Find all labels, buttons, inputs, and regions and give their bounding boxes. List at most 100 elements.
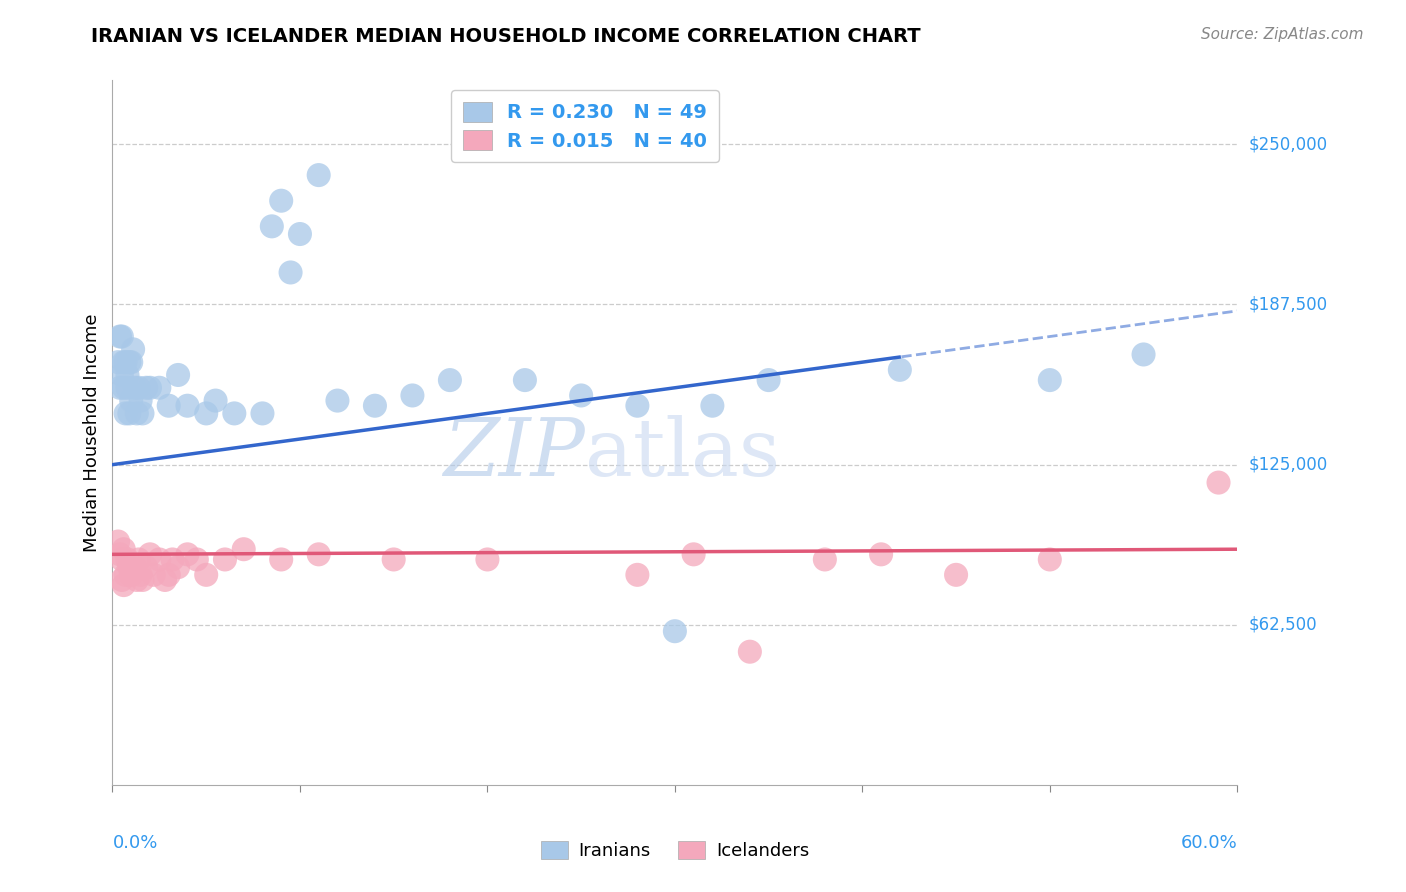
Point — [870, 547, 893, 561]
Point — [124, 560, 146, 574]
Point — [117, 368, 139, 382]
Point — [120, 567, 142, 582]
Point — [401, 388, 423, 402]
Point — [626, 567, 648, 582]
Legend: Iranians, Icelanders: Iranians, Icelanders — [533, 834, 817, 868]
Point — [125, 573, 148, 587]
Point — [252, 406, 274, 420]
Point — [477, 552, 499, 566]
Point — [204, 393, 226, 408]
Point — [270, 552, 292, 566]
Point — [131, 406, 153, 420]
Point — [124, 381, 146, 395]
Point — [326, 393, 349, 408]
Point — [439, 373, 461, 387]
Text: ZIP: ZIP — [443, 415, 585, 492]
Point — [111, 368, 134, 382]
Point — [308, 547, 330, 561]
Point — [128, 381, 150, 395]
Point — [513, 373, 536, 387]
Point — [153, 573, 176, 587]
Point — [167, 560, 190, 574]
Point — [118, 355, 141, 369]
Point — [148, 381, 170, 395]
Point — [162, 552, 184, 566]
Point — [111, 573, 134, 587]
Point — [1039, 373, 1062, 387]
Point — [148, 552, 170, 566]
Point — [758, 373, 780, 387]
Point — [112, 578, 135, 592]
Point — [664, 624, 686, 639]
Point — [889, 363, 911, 377]
Point — [114, 355, 136, 369]
Point — [280, 265, 302, 279]
Point — [117, 552, 139, 566]
Point — [135, 560, 157, 574]
Point — [1132, 347, 1154, 361]
Point — [112, 542, 135, 557]
Point — [114, 406, 136, 420]
Point — [186, 552, 208, 566]
Text: 0.0%: 0.0% — [112, 834, 157, 852]
Text: IRANIAN VS ICELANDER MEDIAN HOUSEHOLD INCOME CORRELATION CHART: IRANIAN VS ICELANDER MEDIAN HOUSEHOLD IN… — [91, 27, 921, 45]
Text: $125,000: $125,000 — [1249, 456, 1327, 474]
Text: $62,500: $62,500 — [1249, 615, 1317, 634]
Point — [176, 399, 198, 413]
Point — [128, 552, 150, 566]
Point — [108, 329, 131, 343]
Text: $250,000: $250,000 — [1249, 136, 1327, 153]
Point — [118, 406, 141, 420]
Point — [308, 168, 330, 182]
Point — [112, 381, 135, 395]
Point — [1039, 552, 1062, 566]
Point — [382, 552, 405, 566]
Point — [626, 399, 648, 413]
Point — [120, 355, 142, 369]
Point — [682, 547, 704, 561]
Y-axis label: Median Household Income: Median Household Income — [83, 313, 101, 552]
Point — [125, 406, 148, 420]
Point — [224, 406, 246, 420]
Point — [122, 343, 145, 357]
Point — [135, 381, 157, 395]
Point — [157, 567, 180, 582]
Point — [139, 547, 162, 561]
Point — [176, 547, 198, 561]
Point — [195, 406, 218, 420]
Point — [364, 399, 387, 413]
Point — [112, 355, 135, 369]
Point — [288, 227, 311, 241]
Text: atlas: atlas — [585, 415, 780, 492]
Point — [107, 534, 129, 549]
Point — [232, 542, 254, 557]
Point — [108, 547, 131, 561]
Point — [157, 399, 180, 413]
Point — [214, 552, 236, 566]
Point — [107, 355, 129, 369]
Point — [129, 393, 152, 408]
Point — [131, 573, 153, 587]
Text: 60.0%: 60.0% — [1181, 834, 1237, 852]
Point — [129, 567, 152, 582]
Point — [167, 368, 190, 382]
Point — [814, 552, 837, 566]
Point — [139, 381, 162, 395]
Point — [114, 567, 136, 582]
Point — [260, 219, 283, 234]
Point — [945, 567, 967, 582]
Point — [1208, 475, 1230, 490]
Point — [195, 567, 218, 582]
Point — [120, 393, 142, 408]
Point — [702, 399, 724, 413]
Point — [111, 329, 134, 343]
Point — [117, 381, 139, 395]
Point — [108, 381, 131, 395]
Point — [738, 645, 761, 659]
Text: Source: ZipAtlas.com: Source: ZipAtlas.com — [1201, 27, 1364, 42]
Point — [111, 552, 134, 566]
Point — [118, 560, 141, 574]
Point — [270, 194, 292, 208]
Point — [569, 388, 592, 402]
Text: $187,500: $187,500 — [1249, 295, 1327, 313]
